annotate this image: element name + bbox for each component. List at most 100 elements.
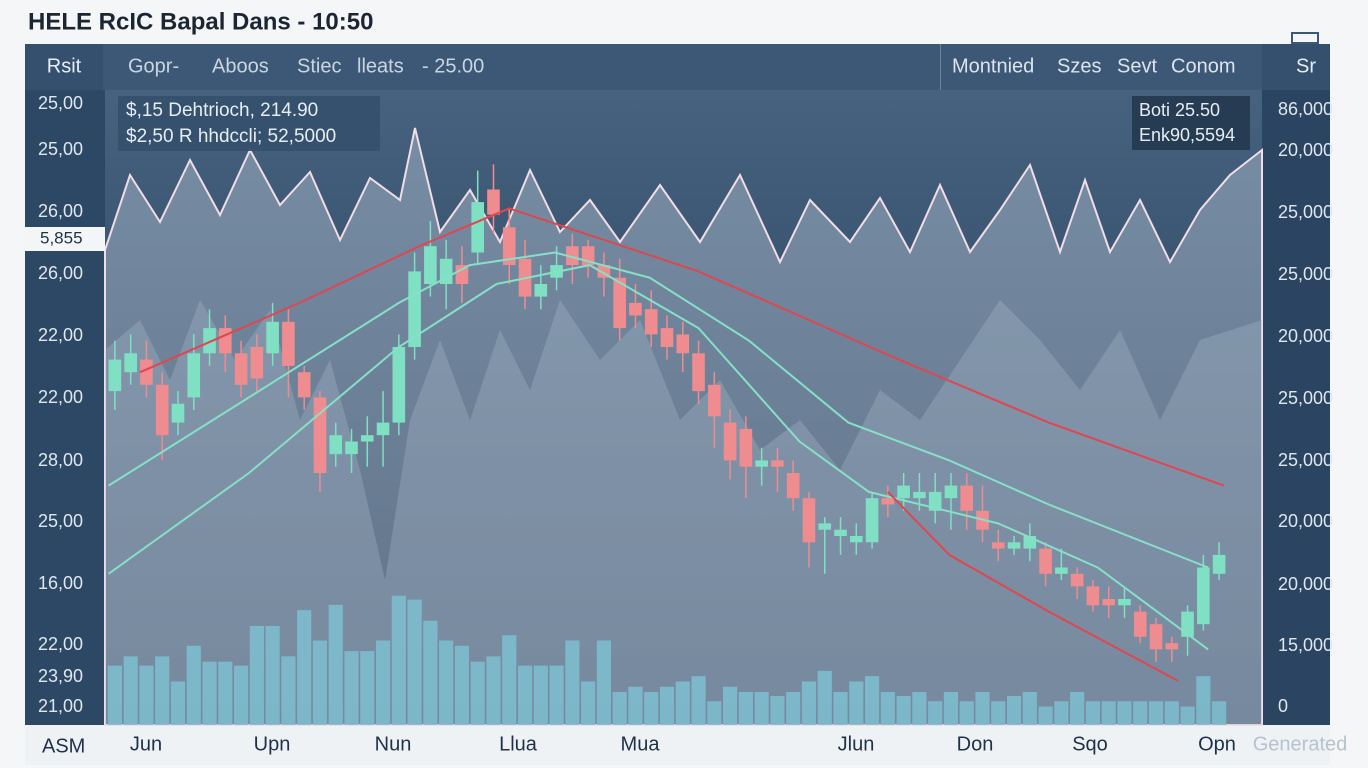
quote-text: Enk90,5594: [1139, 125, 1235, 145]
volume-bar: [1148, 701, 1164, 725]
left-axis-label: 25,00: [38, 139, 83, 159]
candle-body: [1055, 567, 1068, 574]
candle-body: [991, 542, 1005, 549]
volume-bar: [328, 604, 343, 725]
moving-average-line: [107, 264, 1209, 651]
candle-body: [360, 435, 374, 442]
candle-body: [392, 347, 406, 423]
candle-body: [124, 353, 137, 373]
tool-button[interactable]: lleats: [357, 55, 404, 77]
volume-bar: [1006, 695, 1022, 725]
volume-bar: [407, 599, 422, 725]
candle-body: [1181, 611, 1194, 637]
volume-bar: [502, 635, 517, 725]
volume-bar: [391, 595, 406, 725]
volume-bar: [1085, 701, 1101, 725]
volume-bar: [360, 651, 375, 725]
candle-body: [1165, 643, 1179, 650]
bottom-axis: [25, 725, 1330, 765]
candle-body: [219, 328, 232, 354]
right-axis-label: 86,000: [1278, 99, 1333, 119]
left-axis-label: 28,00: [38, 450, 83, 470]
candle-body: [329, 435, 343, 455]
volume-bar: [707, 701, 722, 725]
tool-button[interactable]: Gopr-: [128, 55, 179, 77]
volume-bar: [123, 656, 138, 725]
volume-bar: [738, 692, 753, 725]
candle-body: [1197, 567, 1210, 625]
volume-bar: [833, 692, 848, 725]
toolbar-left: [25, 44, 103, 90]
quote-text: Boti 25.50: [1139, 100, 1220, 120]
volume-bar: [817, 670, 832, 725]
tool-button[interactable]: Conom: [1171, 55, 1235, 77]
candle-body: [660, 328, 674, 347]
x-axis-label: Upn: [254, 733, 291, 755]
volume-bar: [454, 645, 470, 725]
left-axis-label: 22,00: [38, 387, 83, 407]
tool-button[interactable]: Stiec: [297, 55, 341, 77]
volume-bar: [896, 695, 911, 725]
volume-bar: [1101, 701, 1116, 725]
moving-average-line: [139, 207, 1225, 487]
volume-bar: [186, 645, 201, 725]
candle-body: [723, 422, 737, 461]
candle-body: [1102, 599, 1115, 606]
volume-bar: [644, 692, 659, 725]
x-axis-label: Mua: [621, 733, 661, 755]
candle-body: [692, 353, 705, 392]
candle-body: [1039, 548, 1052, 574]
tool-button[interactable]: Montnied: [952, 55, 1034, 77]
candle-body: [771, 460, 784, 467]
volume-bar: [1117, 701, 1132, 725]
volume-bar: [297, 610, 312, 725]
left-axis-panel: [25, 90, 105, 725]
candle-body: [629, 302, 642, 316]
volume-bar: [281, 656, 296, 725]
x-axis-label: Nun: [375, 733, 412, 755]
tool-button[interactable]: Szes: [1057, 55, 1101, 77]
volume-bar: [1022, 692, 1037, 725]
tool-button[interactable]: Sevt: [1117, 55, 1157, 77]
volume-bar: [849, 681, 864, 725]
volume-bar: [202, 661, 217, 725]
candle-body: [802, 498, 816, 543]
toolbar-corner: [1262, 44, 1330, 90]
volume-bar: [801, 681, 817, 725]
candle-body: [345, 441, 358, 455]
info-text: $,15 Dehtrioch, 214.90: [126, 100, 318, 121]
candle-body: [1070, 573, 1084, 587]
divider: [940, 44, 941, 90]
tool-button[interactable]: Aboos: [212, 55, 269, 77]
candle-body: [913, 491, 926, 499]
volume-bar: [486, 656, 501, 725]
x-axis-label: Jun: [130, 733, 162, 755]
candle-body: [534, 284, 548, 297]
candle-body: [818, 523, 832, 530]
menu-item[interactable]: Rsit: [47, 55, 82, 77]
candle-body: [140, 359, 153, 385]
tool-button[interactable]: - 25.00: [422, 55, 484, 77]
price-marker-box: [25, 227, 105, 251]
candle-body: [424, 246, 437, 284]
volume-bar: [596, 640, 611, 725]
candle-body: [708, 384, 721, 417]
window-title: HELE RcIC Bapal Dans - 10:50: [28, 8, 373, 35]
volume-bar: [723, 686, 738, 725]
candle-body: [155, 384, 169, 436]
volume-bar: [233, 665, 249, 725]
candle-body: [250, 347, 264, 379]
watermark: Generated: [1253, 733, 1348, 755]
menu-item[interactable]: Sr: [1296, 55, 1316, 77]
candle-body: [566, 246, 579, 266]
candle-body: [1133, 611, 1147, 637]
candle-body: [944, 485, 958, 499]
volume-bar: [943, 692, 959, 725]
candle-body: [613, 277, 626, 329]
candle-body: [928, 491, 942, 511]
left-axis-label: 22,00: [38, 634, 83, 654]
toolbar: [25, 44, 1330, 90]
moving-average-line: [108, 251, 1209, 569]
